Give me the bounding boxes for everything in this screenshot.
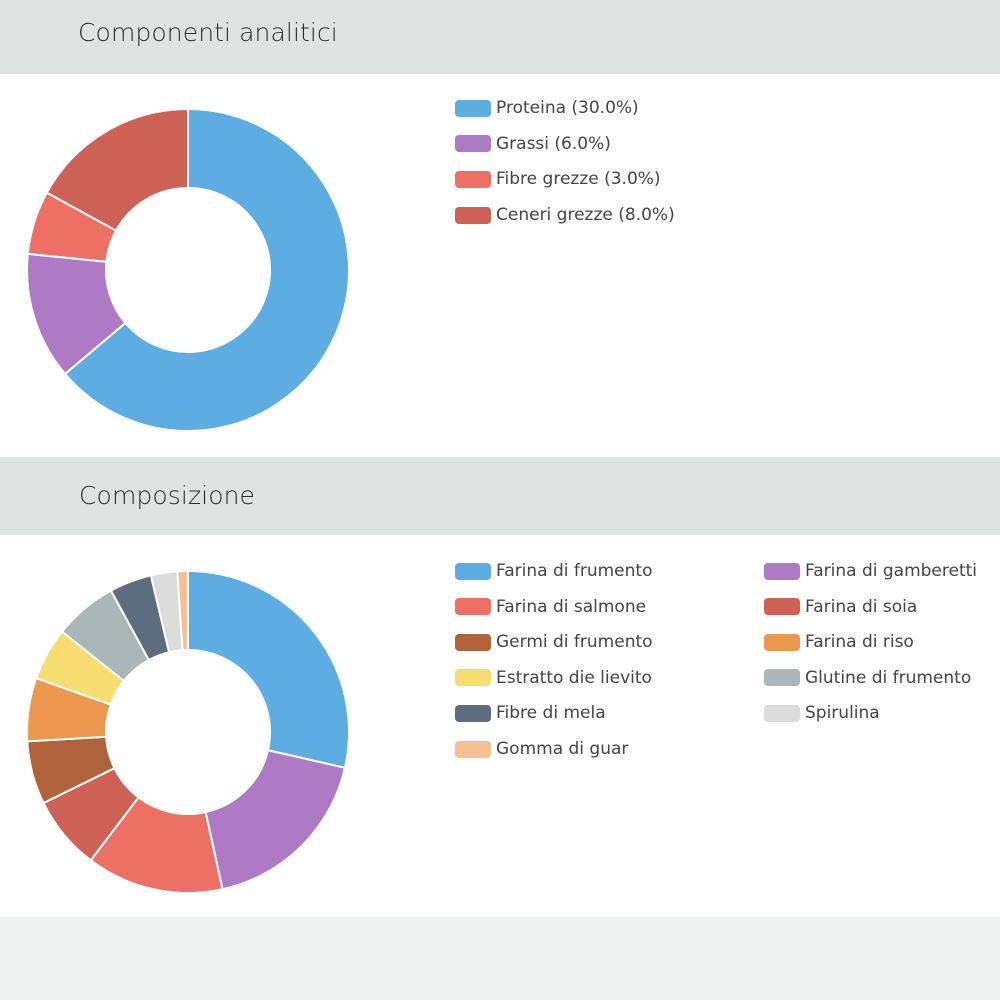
composition-donut-chart [26,569,350,894]
legend-item-farina-di-salmone[interactable]: Farina di salmone [455,596,646,618]
legend-item-grassi[interactable]: Grassi (6.0%) [455,133,611,155]
slice-gomma-di-guar[interactable] [176,569,189,652]
analytical-section-header: Componenti analitici [0,0,1000,74]
legend-swatch [764,704,800,722]
legend-swatch [764,598,800,616]
legend-label: Grassi (6.0%) [496,133,611,154]
legend-item-gomma-di-guar[interactable]: Gomma di guar [455,738,628,760]
legend-item-spirulina[interactable]: Spirulina [764,702,880,724]
legend-label: Farina di gamberetti [805,561,978,581]
legend-label: Farina di salmone [496,596,647,617]
legend-swatch [455,598,491,616]
legend-swatch [455,206,491,224]
legend-label: Gomma di guar [496,739,629,759]
legend-swatch [455,99,491,117]
legend-swatch [455,562,491,580]
composition-section-header: Composizione [0,457,1000,535]
legend-item-proteina[interactable]: Proteina (30.0%) [455,97,639,119]
legend-swatch [764,562,800,580]
legend-swatch [455,740,491,758]
slice-proteina[interactable] [63,107,350,432]
legend-label: Spirulina [805,703,880,724]
analytical-section-title: Componenti analitici [78,18,338,47]
legend-swatch [455,633,491,651]
analytical-donut-chart [26,107,350,432]
slice-farina-di-gamberetti[interactable] [204,749,347,891]
legend-swatch [455,704,491,722]
legend-item-farina-di-gamberetti[interactable]: Farina di gamberetti [764,560,977,582]
composition-section-title: Composizione [79,481,256,510]
legend-item-estratto-die-lievito[interactable]: Estratto die lievito [455,667,652,689]
slice-ceneri-grezze[interactable] [45,107,189,232]
legend-label: Ceneri grezze (8.0%) [496,205,675,226]
legend-label: Estratto die lievito [496,667,652,688]
legend-label: Fibre grezze (3.0%) [496,169,661,190]
legend-item-farina-di-soia[interactable]: Farina di soia [764,596,917,618]
legend-item-farina-di-riso[interactable]: Farina di riso [764,631,914,653]
legend-item-glutine-di-frumento[interactable]: Glutine di frumento [764,667,971,689]
legend-label: Fibre di mela [496,703,606,724]
legend-swatch [764,633,800,651]
legend-label: Farina di frumento [496,561,653,581]
slice-farina-di-frumento[interactable] [187,569,350,770]
page-footer-band [0,917,1000,1000]
legend-label: Proteina (30.0%) [496,98,639,118]
legend-label: Farina di riso [805,632,914,653]
legend-swatch [764,669,800,687]
legend-label: Farina di soia [805,596,918,617]
legend-item-ceneri-grezze[interactable]: Ceneri grezze (8.0%) [455,204,675,226]
legend-item-fibre-di-mela[interactable]: Fibre di mela [455,702,606,724]
legend-swatch [455,669,491,687]
legend-swatch [455,170,491,188]
legend-item-fibre-grezze[interactable]: Fibre grezze (3.0%) [455,168,661,190]
legend-item-germi-di-frumento[interactable]: Germi di frumento [455,631,653,653]
legend-label: Germi di frumento [496,632,653,653]
legend-item-farina-di-frumento[interactable]: Farina di frumento [455,560,652,582]
legend-label: Glutine di frumento [805,667,972,688]
legend-swatch [455,135,491,153]
